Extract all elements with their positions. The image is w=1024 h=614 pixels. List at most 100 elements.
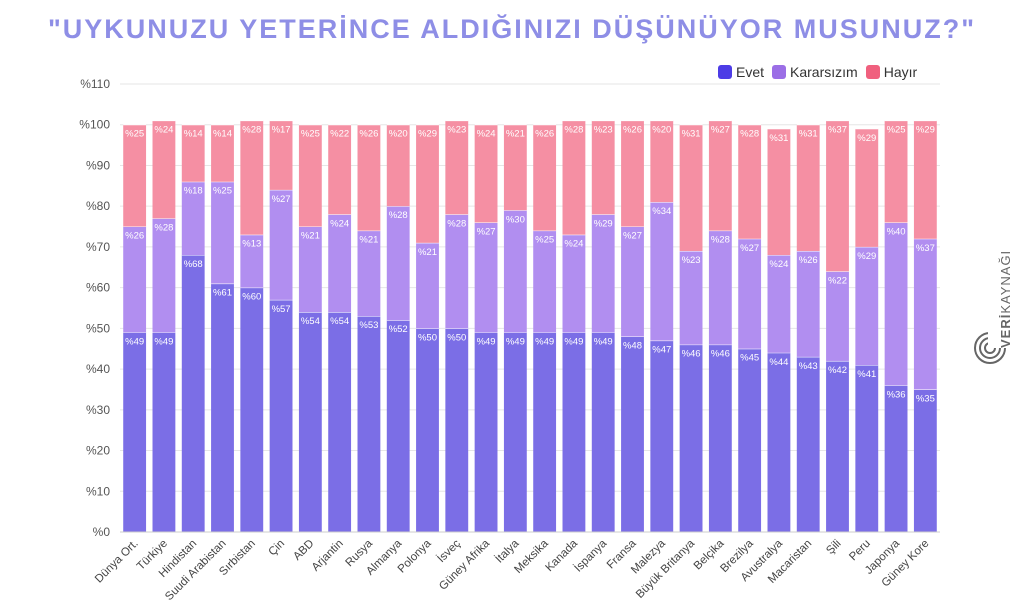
bar-hayır	[386, 124, 410, 207]
y-tick-label: %20	[86, 444, 110, 458]
bar-evet	[503, 332, 527, 532]
legend-swatch	[718, 65, 732, 79]
bar-kararsızım	[181, 181, 205, 256]
bar-evet	[474, 332, 498, 532]
data-label: %14	[213, 129, 232, 140]
data-label: %24	[477, 129, 496, 140]
bar-evet	[269, 299, 293, 532]
bar-evet	[416, 328, 439, 532]
bar-hayır	[562, 120, 586, 235]
x-tick-label: Peru	[847, 538, 873, 564]
data-label: %24	[564, 239, 583, 250]
bar-kararsızım	[123, 226, 147, 333]
data-label: %44	[769, 357, 788, 368]
bar-hayır	[357, 124, 381, 231]
bar-kararsızım	[503, 210, 527, 333]
data-label: %31	[682, 129, 701, 140]
bar-evet	[357, 316, 381, 532]
data-label: %23	[594, 125, 613, 136]
data-label: %52	[389, 324, 408, 335]
data-label: %31	[769, 133, 788, 144]
data-label: %22	[330, 129, 349, 140]
bar-kararsızım	[445, 214, 469, 329]
data-label: %27	[477, 226, 496, 237]
bar-kararsızım	[796, 250, 820, 357]
bar-evet	[533, 332, 557, 532]
bar-hayır	[152, 120, 176, 219]
bar-kararsızım	[269, 189, 293, 300]
bar-evet	[708, 344, 732, 532]
bar-kararsızım	[474, 222, 498, 333]
data-label: %28	[740, 129, 759, 140]
x-tick-label: Çin	[266, 538, 287, 559]
bar-hayır	[884, 120, 908, 223]
y-tick-label: %110	[80, 77, 110, 91]
x-tick-label: İsveç	[435, 537, 463, 565]
bar-hayır	[211, 124, 234, 182]
data-label: %35	[916, 393, 935, 404]
bar-kararsızım	[708, 230, 732, 345]
bar-evet	[826, 360, 849, 532]
bar-kararsızım	[679, 250, 703, 345]
data-label: %29	[857, 133, 876, 144]
data-label: %31	[799, 129, 818, 140]
data-label: %42	[828, 365, 847, 376]
bar-hayır	[445, 120, 469, 215]
data-label: %26	[535, 129, 554, 140]
logo-text: VERİKAYNAĞI	[998, 218, 1018, 348]
legend-label: Hayır	[883, 64, 918, 80]
bar-hayır	[298, 124, 322, 227]
data-label: %28	[389, 210, 408, 221]
data-label: %68	[184, 259, 203, 270]
y-tick-label: %40	[86, 362, 110, 376]
bar-hayır	[123, 124, 147, 227]
data-label: %17	[272, 125, 291, 136]
data-label: %27	[740, 243, 759, 254]
bar-evet	[298, 312, 322, 532]
bar-evet	[738, 348, 762, 532]
data-label: %28	[242, 125, 261, 136]
data-label: %29	[418, 129, 437, 140]
data-label: %50	[447, 332, 466, 343]
bar-evet	[240, 287, 264, 532]
data-label: %24	[154, 125, 173, 136]
data-label: %18	[184, 186, 203, 197]
bar-evet	[328, 312, 352, 532]
data-label: %41	[857, 369, 876, 380]
data-label: %49	[535, 336, 554, 347]
bar-evet	[884, 385, 908, 532]
legend-label: Evet	[736, 64, 765, 80]
bar-hayır	[767, 128, 791, 256]
data-label: %21	[301, 231, 320, 242]
data-label: %23	[447, 125, 466, 136]
data-label: %24	[769, 259, 788, 270]
bar-hayır	[708, 120, 732, 231]
data-label: %61	[213, 288, 232, 299]
bar-hayır	[913, 120, 937, 239]
bar-evet	[211, 283, 234, 532]
data-label: %37	[828, 125, 847, 136]
bar-hayır	[181, 124, 205, 182]
y-tick-label: %60	[86, 281, 110, 295]
x-tick-label: Polonya	[396, 537, 434, 575]
legend-item: Kararsızım	[772, 64, 858, 80]
data-label: %49	[594, 336, 613, 347]
data-label: %26	[623, 125, 642, 136]
bar-evet	[152, 332, 176, 532]
data-label: %49	[154, 336, 173, 347]
data-label: %30	[506, 214, 525, 225]
legend-swatch	[772, 65, 787, 79]
data-label: %21	[506, 129, 525, 140]
bar-evet	[767, 352, 791, 532]
bar-hayır	[679, 124, 703, 251]
data-label: %28	[447, 218, 466, 229]
bar-hayır	[738, 124, 762, 239]
bar-evet	[445, 328, 469, 532]
bar-kararsızım	[240, 234, 264, 288]
data-label: %23	[682, 255, 701, 266]
data-label: %25	[301, 129, 320, 140]
bar-evet	[181, 255, 205, 532]
data-label: %60	[242, 292, 261, 303]
data-label: %26	[359, 129, 378, 140]
